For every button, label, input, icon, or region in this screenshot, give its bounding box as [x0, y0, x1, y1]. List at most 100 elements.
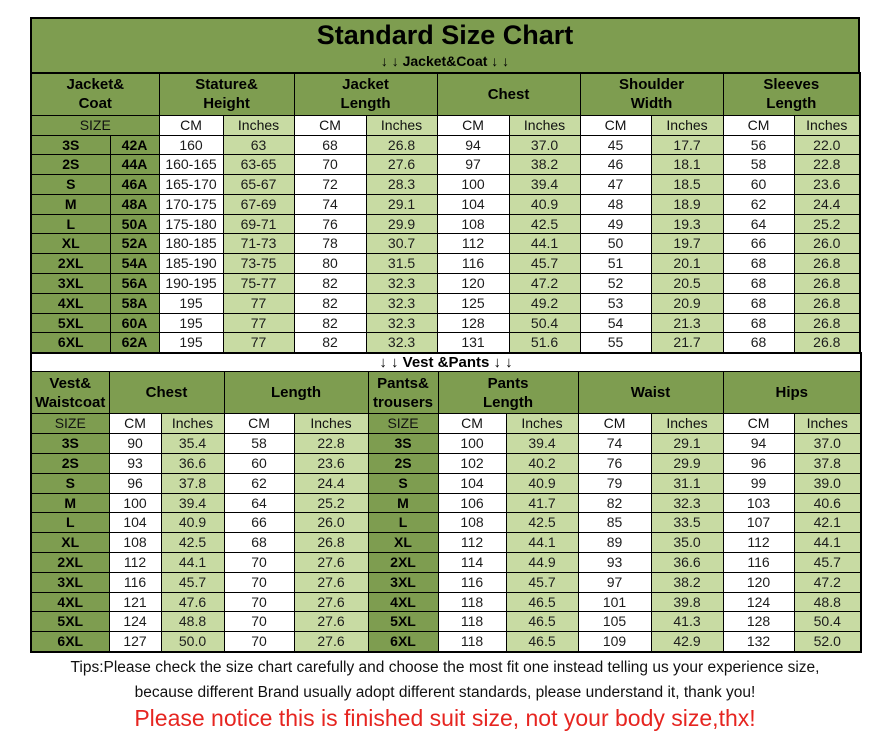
value-cell: 29.1 — [650, 433, 724, 455]
pants-size-cell: 5XL — [367, 611, 439, 633]
value-cell: 35.0 — [650, 532, 724, 554]
inches-header: Inches — [793, 413, 862, 435]
vest-size-row: 3XL 116 45.7 70 27.6 3XL 116 45.7 97 38.2 120 47.2 — [30, 571, 862, 593]
jacket-group-header: Jacket Length — [293, 72, 438, 116]
value-cell: 46.5 — [505, 591, 579, 613]
value-cell: 25.2 — [793, 213, 861, 235]
value-cell: 64 — [223, 492, 295, 514]
value-cell: 44.9 — [505, 552, 579, 573]
value-cell: 68 — [722, 273, 795, 294]
value-cell: 32.3 — [365, 292, 438, 314]
inches-header: Inches — [160, 413, 225, 435]
value-cell: 46 — [579, 154, 652, 176]
value-cell: 108 — [437, 512, 507, 534]
value-cell: 160 — [158, 134, 224, 156]
value-cell: 37.8 — [793, 453, 862, 474]
value-cell: 49.2 — [508, 292, 581, 314]
value-cell: 68 — [722, 292, 795, 314]
value-cell: 26.8 — [793, 292, 861, 314]
jacket-size-row: XL 52A 180-185 71-73 78 30.7 112 44.1 50 19.7 66 26… — [30, 233, 861, 255]
jacket-coat-table: Jacket& Coat Stature& Height Jacket Length… — [30, 72, 862, 355]
value-cell: 50.0 — [160, 631, 225, 653]
value-cell: 118 — [437, 611, 507, 633]
vest-divider-row: ↓ ↓ Vest &Pants ↓ ↓ — [30, 352, 862, 373]
value-cell: 103 — [722, 492, 795, 514]
value-cell: 195 — [158, 292, 224, 314]
vest-pants-section-label: ↓ ↓ Vest &Pants ↓ ↓ — [30, 352, 862, 373]
vest-size-row: XL 108 42.5 68 26.8 XL 112 44.1 89 35.0 112 44.1 — [30, 532, 862, 554]
value-cell: 108 — [436, 213, 510, 235]
value-cell: 82 — [293, 273, 367, 294]
value-cell: 67-69 — [222, 193, 295, 215]
value-cell: 27.6 — [293, 631, 369, 653]
vest-size-row: S 96 37.8 62 24.4 S 104 40.9 79 31.1 99 39.0 — [30, 472, 862, 494]
value-cell: 47.2 — [793, 571, 862, 593]
jacket-size-row: L 50A 175-180 69-71 76 29.9 108 42.5 49 19.3 64 25.… — [30, 213, 861, 235]
vest-size-row: L 104 40.9 66 26.0 L 108 42.5 85 33.5 107 42.1 — [30, 512, 862, 534]
value-cell: 40.9 — [505, 472, 579, 494]
cm-header: CM — [108, 413, 162, 435]
jacket-size-row: 6XL 62A 195 77 82 32.3 131 51.6 55 21.7 68 26.8 — [30, 332, 861, 354]
value-cell: 38.2 — [508, 154, 581, 176]
value-cell: 40.9 — [160, 512, 225, 534]
value-cell: 20.1 — [650, 253, 724, 275]
chart-title-banner: Standard Size Chart ↓ ↓ Jacket&Coat ↓ ↓ — [30, 17, 860, 74]
size-cell: 3XL — [30, 273, 111, 294]
vest-size-row: 2XL 112 44.1 70 27.6 2XL 114 44.9 93 36.6 116 45.7 — [30, 552, 862, 573]
value-cell: 82 — [293, 332, 367, 354]
value-cell: 42.5 — [505, 512, 579, 534]
value-cell: 22.0 — [793, 134, 861, 156]
vest-table-body: 3S 90 35.4 58 22.8 3S 100 39.4 74 29.1 94 37.0 2S 93 3… — [30, 433, 862, 653]
pants-size-cell: L — [367, 512, 439, 534]
value-cell: 82 — [577, 492, 652, 514]
value-cell: 68 — [722, 253, 795, 275]
value-cell: 100 — [437, 433, 507, 455]
vest-unit-header-row: SIZE CM Inches CM Inches SIZE CM Inches CM Inches… — [30, 413, 862, 435]
inches-header: Inches — [650, 114, 724, 136]
size-cell: S — [30, 174, 111, 195]
value-cell: 42.5 — [508, 213, 581, 235]
value-cell: 75-77 — [222, 273, 295, 294]
value-cell: 39.0 — [793, 472, 862, 494]
value-cell: 18.5 — [650, 174, 724, 195]
vest-pants-table: ↓ ↓ Vest &Pants ↓ ↓ Vest& Waistcoat Chest… — [30, 352, 862, 654]
pants-size-cell: 2XL — [367, 552, 439, 573]
value-cell: 82 — [293, 292, 367, 314]
size-cell: 3S — [30, 134, 111, 156]
value-cell: 116 — [437, 571, 507, 593]
size-cell: 4XL — [30, 591, 110, 613]
finished-size-notice: Please notice this is finished suit size… — [134, 705, 756, 731]
size-cell: 3XL — [30, 571, 110, 593]
value-cell: 90 — [108, 433, 162, 455]
size-cell: 5XL — [30, 312, 111, 334]
value-cell: 120 — [722, 571, 795, 593]
jacket-size-row: S 46A 165-170 65-67 72 28.3 100 39.4 47 18.5 60 23.… — [30, 174, 861, 195]
cm-header: CM — [223, 413, 295, 435]
value-cell: 44.1 — [793, 532, 862, 554]
value-cell: 68 — [293, 134, 367, 156]
jacket-group-header: Chest — [436, 72, 581, 116]
value-cell: 114 — [437, 552, 507, 573]
jacket-size-row: M 48A 170-175 67-69 74 29.1 104 40.9 48 18.9 62 24.… — [30, 193, 861, 215]
value-cell: 23.6 — [793, 174, 861, 195]
vest-group-header: Vest& Waistcoat — [30, 371, 110, 415]
value-cell: 24.4 — [293, 472, 369, 494]
value-cell: 127 — [108, 631, 162, 653]
value-cell: 62 — [722, 193, 795, 215]
value-cell: 52 — [579, 273, 652, 294]
value-cell: 17.7 — [650, 134, 724, 156]
size-code-cell: 54A — [109, 253, 160, 275]
value-cell: 22.8 — [293, 433, 369, 455]
value-cell: 39.4 — [160, 492, 225, 514]
value-cell: 50.4 — [508, 312, 581, 334]
value-cell: 160-165 — [158, 154, 224, 176]
size-cell: 2XL — [30, 253, 111, 275]
value-cell: 31.5 — [365, 253, 438, 275]
value-cell: 120 — [436, 273, 510, 294]
value-cell: 39.4 — [508, 174, 581, 195]
cm-header: CM — [436, 114, 510, 136]
pants-size-cell: 3XL — [367, 571, 439, 593]
value-cell: 19.3 — [650, 213, 724, 235]
value-cell: 70 — [293, 154, 367, 176]
